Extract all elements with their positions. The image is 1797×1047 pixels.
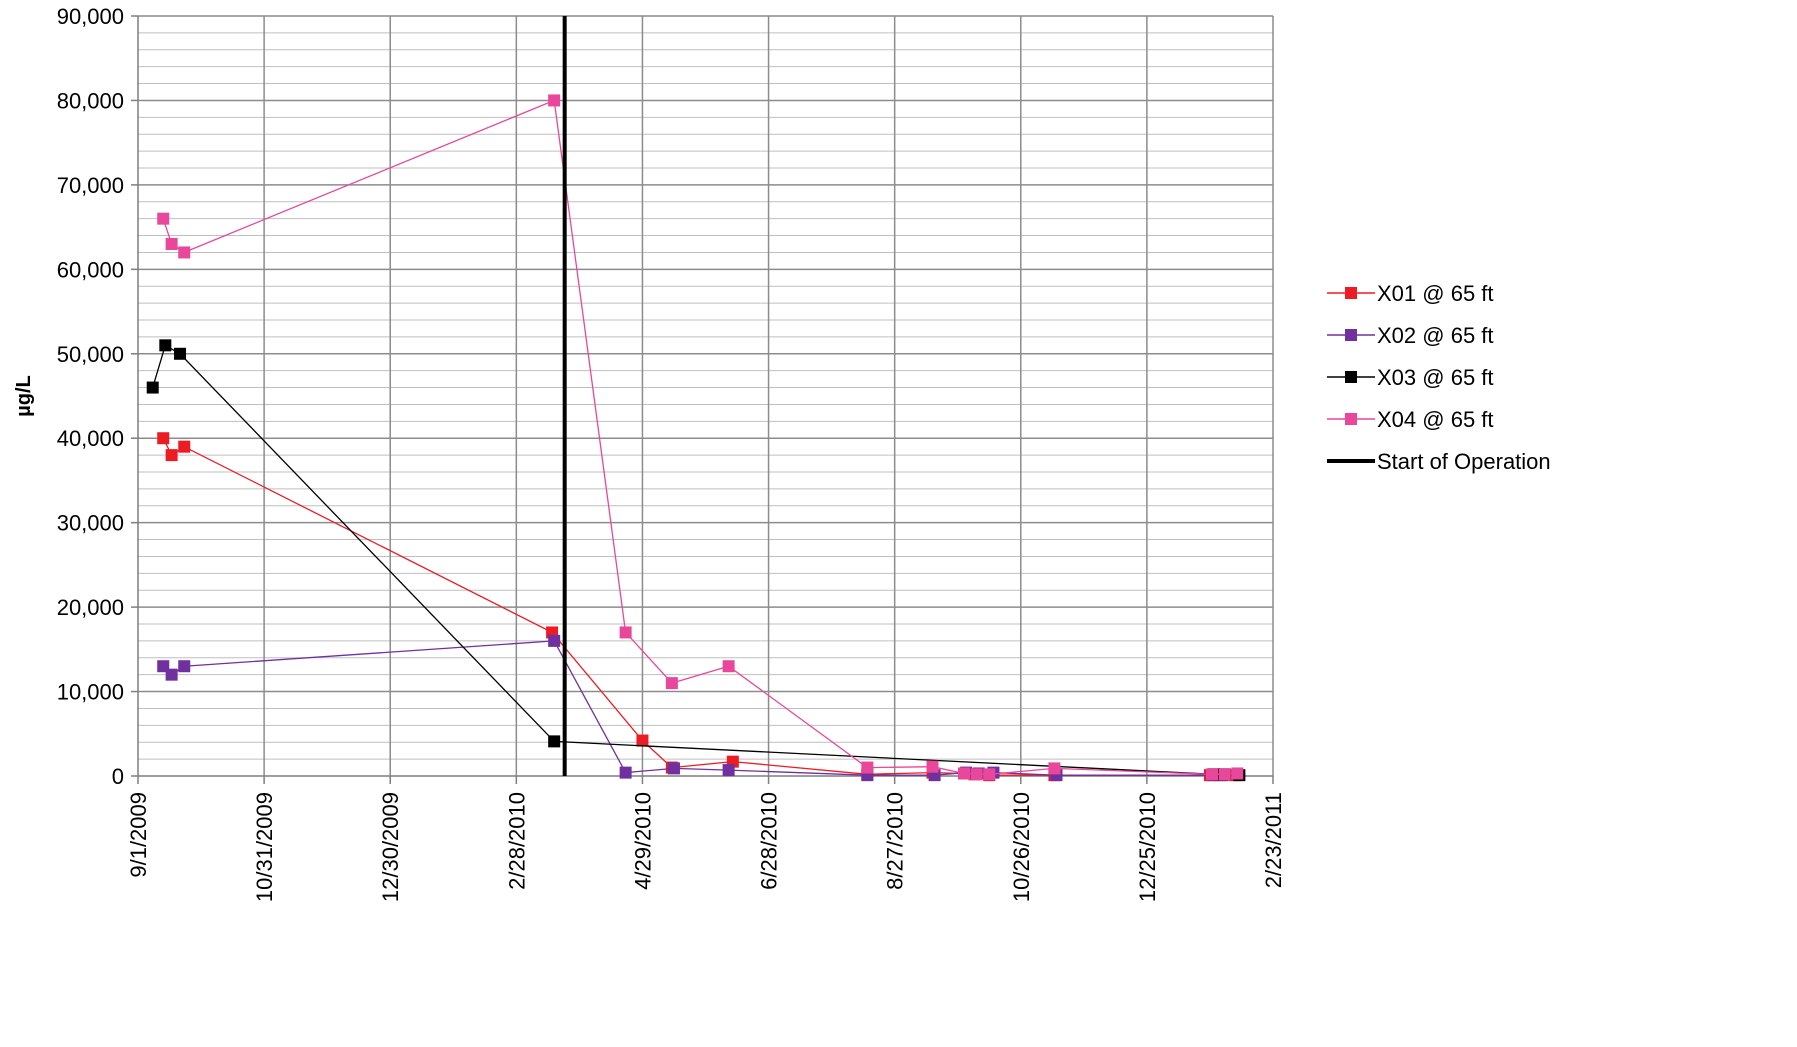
data-point: [1218, 768, 1231, 781]
y-tick-label: 70,000: [57, 173, 124, 198]
data-point: [861, 761, 874, 774]
x-tick-label: 10/26/2010: [1009, 792, 1034, 902]
data-point: [970, 768, 983, 781]
data-point: [722, 660, 735, 673]
data-point: [178, 246, 191, 259]
legend-marker: [1345, 287, 1357, 299]
data-point: [619, 766, 632, 779]
x-tick-label: 12/30/2009: [378, 792, 403, 902]
y-tick-label: 60,000: [57, 257, 124, 282]
legend-item: X02 @ 65 ft: [1327, 323, 1494, 348]
series-layer: [146, 16, 1246, 782]
legend-label: X03 @ 65 ft: [1377, 365, 1494, 390]
y-tick-label: 50,000: [57, 342, 124, 367]
data-point: [1206, 768, 1219, 781]
series-line: [152, 344, 1240, 776]
y-tick-label: 0: [112, 764, 124, 789]
data-point: [667, 762, 680, 775]
data-point: [1048, 762, 1061, 775]
axes: [131, 15, 1274, 784]
legend-item: Start of Operation: [1327, 449, 1551, 474]
series-line: [162, 99, 1238, 775]
legend-item: X03 @ 65 ft: [1327, 365, 1494, 390]
x-tick-label: 10/31/2009: [252, 792, 277, 902]
series-x03: [146, 339, 1246, 782]
data-point: [165, 668, 178, 681]
x-tick-label: 6/28/2010: [757, 792, 782, 890]
data-point: [157, 212, 170, 225]
y-tick-label: 20,000: [57, 595, 124, 620]
legend: X01 @ 65 ft X02 @ 65 ft X03 @ 65 ft X04 @ 6…: [1327, 281, 1551, 474]
y-tick-labels: 0 10,000 20,000 30,000 40,000 50,000 60,000 70,…: [57, 4, 124, 789]
data-point: [665, 677, 678, 690]
data-point: [926, 760, 939, 773]
y-axis-title: µg/L: [13, 375, 35, 417]
data-point: [722, 764, 735, 777]
legend-label: X04 @ 65 ft: [1377, 407, 1494, 432]
data-point: [983, 768, 996, 781]
x-tick-label: 2/28/2010: [504, 792, 529, 890]
x-tick-label: 8/27/2010: [883, 792, 908, 890]
legend-item: X04 @ 65 ft: [1327, 407, 1494, 432]
data-point: [165, 238, 178, 250]
data-point: [159, 339, 172, 352]
data-point: [548, 735, 561, 748]
legend-label: X01 @ 65 ft: [1377, 281, 1494, 306]
legend-label: Start of Operation: [1377, 449, 1551, 474]
data-point: [146, 381, 159, 394]
legend-marker: [1345, 371, 1357, 383]
y-tick-label: 10,000: [57, 680, 124, 705]
y-tick-label: 90,000: [57, 4, 124, 29]
data-point: [1231, 767, 1244, 780]
data-point: [178, 660, 191, 673]
legend-item: X01 @ 65 ft: [1327, 281, 1494, 306]
y-tick-label: 30,000: [57, 511, 124, 536]
data-point: [174, 347, 187, 360]
data-point: [548, 634, 561, 647]
x-tick-labels: 9/1/2009 10/31/2009 12/30/2009 2/28/2010 4/2…: [126, 792, 1286, 902]
legend-label: X02 @ 65 ft: [1377, 323, 1494, 348]
data-point: [178, 440, 191, 453]
data-point: [958, 767, 971, 780]
data-point: [636, 734, 649, 747]
legend-marker: [1345, 329, 1357, 341]
legend-marker: [1345, 413, 1357, 425]
gridlines: [138, 15, 1274, 776]
x-tick-label: 2/23/2011: [1261, 792, 1286, 888]
data-point: [165, 449, 178, 462]
x-tick-label: 4/29/2010: [630, 792, 655, 890]
y-tick-label: 80,000: [57, 88, 124, 113]
data-point: [619, 626, 632, 639]
y-tick-label: 40,000: [57, 426, 124, 451]
data-point: [157, 432, 170, 445]
data-point: [548, 94, 561, 107]
x-tick-label: 9/1/2009: [126, 792, 151, 878]
series-x04: [157, 94, 1244, 781]
x-tick-label: 12/25/2010: [1135, 792, 1160, 902]
